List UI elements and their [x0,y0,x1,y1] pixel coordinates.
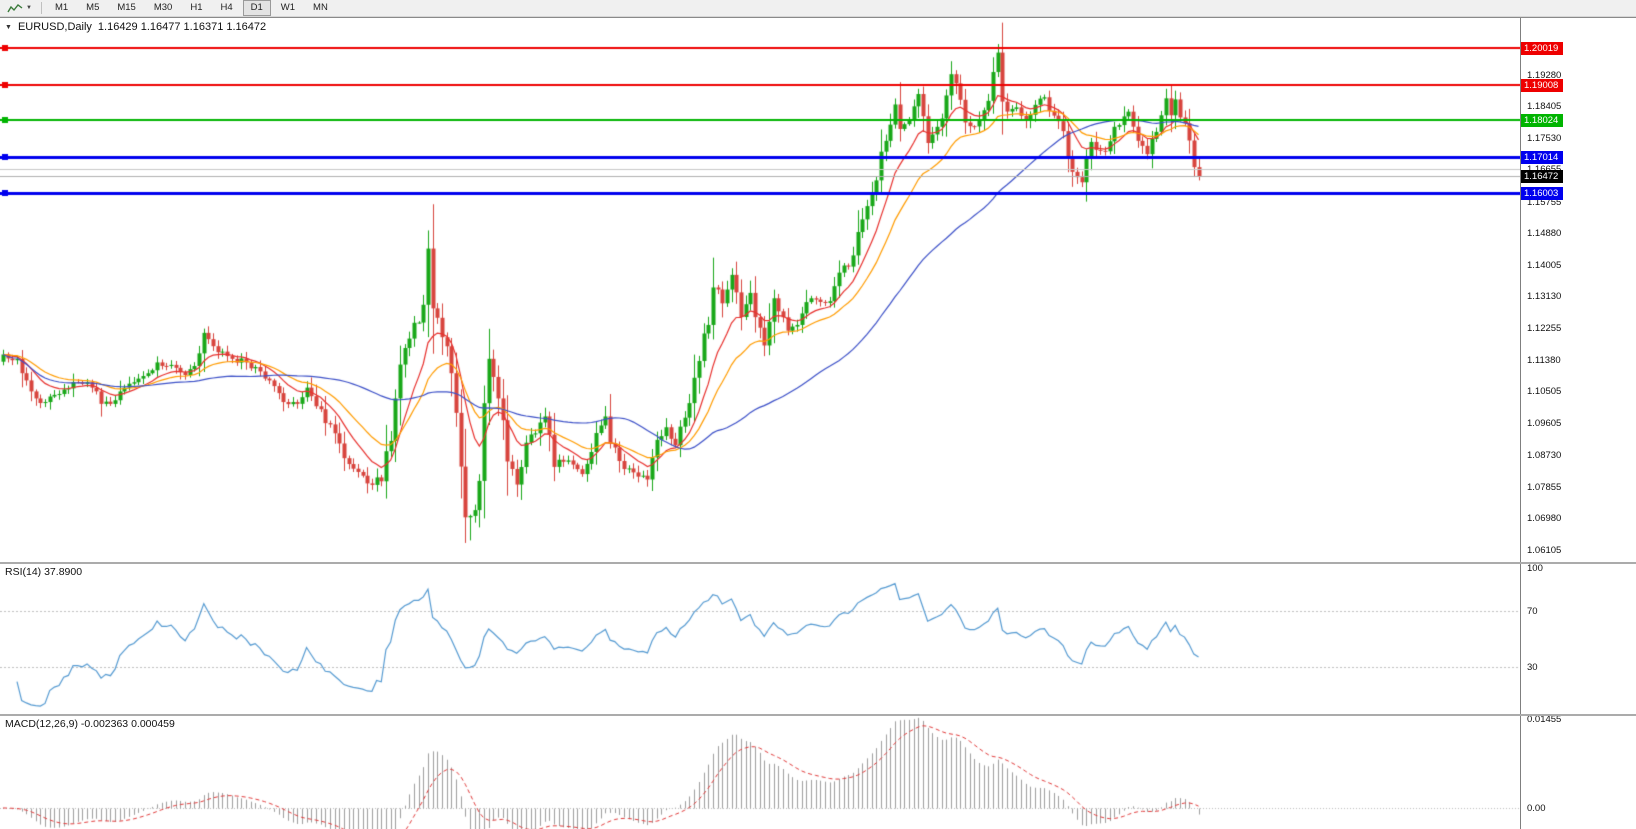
timeframe-button-m30[interactable]: M30 [153,2,173,13]
rsi-panel[interactable]: RSI(14) 37.8900 [0,564,1520,714]
timeframe-buttons: M1 M5 M15 M30 H1 H4 D1 W1 MN [47,0,336,16]
price-chart-canvas[interactable] [0,18,1520,562]
top-toolbar: ▼ M1 M5 M15 M30 H1 H4 D1 W1 MN [0,0,1636,17]
price-tag: 1.19008 [1521,78,1564,92]
timeframe-button-w1[interactable]: W1 [280,2,296,13]
macd-axis-label: 0.00 [1527,802,1546,814]
price-tag: 1.20019 [1521,42,1564,56]
price-tick-label: 1.08730 [1527,450,1562,461]
chart-line-icon [7,4,23,13]
rsi-canvas[interactable] [0,564,1520,714]
rsi-level-label: 100 [1527,564,1543,574]
price-tag: 1.16003 [1521,186,1564,200]
price-tick-label: 1.17530 [1527,132,1562,144]
rsi-panel-row: RSI(14) 37.8900 100 70 30 [0,564,1636,714]
chart-window: ▼ EURUSD,Daily 1.16429 1.16477 1.16371 1… [0,17,1636,829]
price-tick-label: 1.18405 [1527,101,1562,113]
rsi-level-label: 30 [1527,662,1538,674]
price-tick-label: 1.06105 [1527,544,1562,556]
price-tick-label: 1.06980 [1527,513,1562,525]
price-tick-label: 1.19280 [1527,69,1562,81]
price-tag: 1.17014 [1521,150,1564,164]
price-panel-row: ▼ EURUSD,Daily 1.16429 1.16477 1.16371 1… [0,18,1636,562]
price-tick-label: 1.07855 [1527,481,1562,493]
timeframe-button-d1[interactable]: D1 [242,0,271,16]
price-scale[interactable]: 1.19280 1.18405 1.17530 1.16655 1.15755 1.148… [1520,18,1636,562]
dropdown-caret-icon: ▼ [26,5,32,11]
timeframe-button-h1[interactable]: H1 [190,2,203,13]
chart-type-button[interactable]: ▼ [3,1,36,16]
price-tag: 1.16472 [1521,170,1564,184]
macd-axis-label: 0.01455 [1527,716,1562,725]
macd-canvas[interactable] [0,716,1520,829]
price-tick-label: 1.11380 [1527,354,1561,366]
price-tag: 1.18024 [1521,114,1564,128]
timeframe-button-mn[interactable]: MN [313,2,328,13]
macd-panel[interactable]: MACD(12,26,9) -0.002363 0.000459 [0,716,1520,829]
panel-splitter[interactable] [0,714,1636,716]
price-tick-label: 1.15755 [1527,196,1562,208]
price-chart[interactable]: ▼ EURUSD,Daily 1.16429 1.16477 1.16371 1… [0,18,1520,562]
price-tick-label: 1.14005 [1527,259,1562,271]
price-tick-label: 1.13130 [1527,291,1562,303]
panel-splitter[interactable] [0,562,1636,564]
timeframe-button-h4[interactable]: H4 [220,2,233,13]
price-tick-label: 1.14880 [1527,228,1562,240]
timeframe-button-m5[interactable]: M5 [86,2,100,13]
toolbar-separator [40,2,42,14]
price-tick-label: 1.09605 [1527,418,1562,430]
rsi-level-label: 70 [1527,605,1538,617]
macd-panel-row: MACD(12,26,9) -0.002363 0.000459 0.01455… [0,716,1636,829]
timeframe-button-m1[interactable]: M1 [54,2,69,13]
price-tick-label: 1.10505 [1527,386,1562,398]
rsi-scale: 100 70 30 [1520,564,1636,714]
price-tick-label: 1.16655 [1527,164,1561,175]
price-tick-label: 1.12255 [1527,323,1562,334]
timeframe-button-m15[interactable]: M15 [117,2,136,13]
